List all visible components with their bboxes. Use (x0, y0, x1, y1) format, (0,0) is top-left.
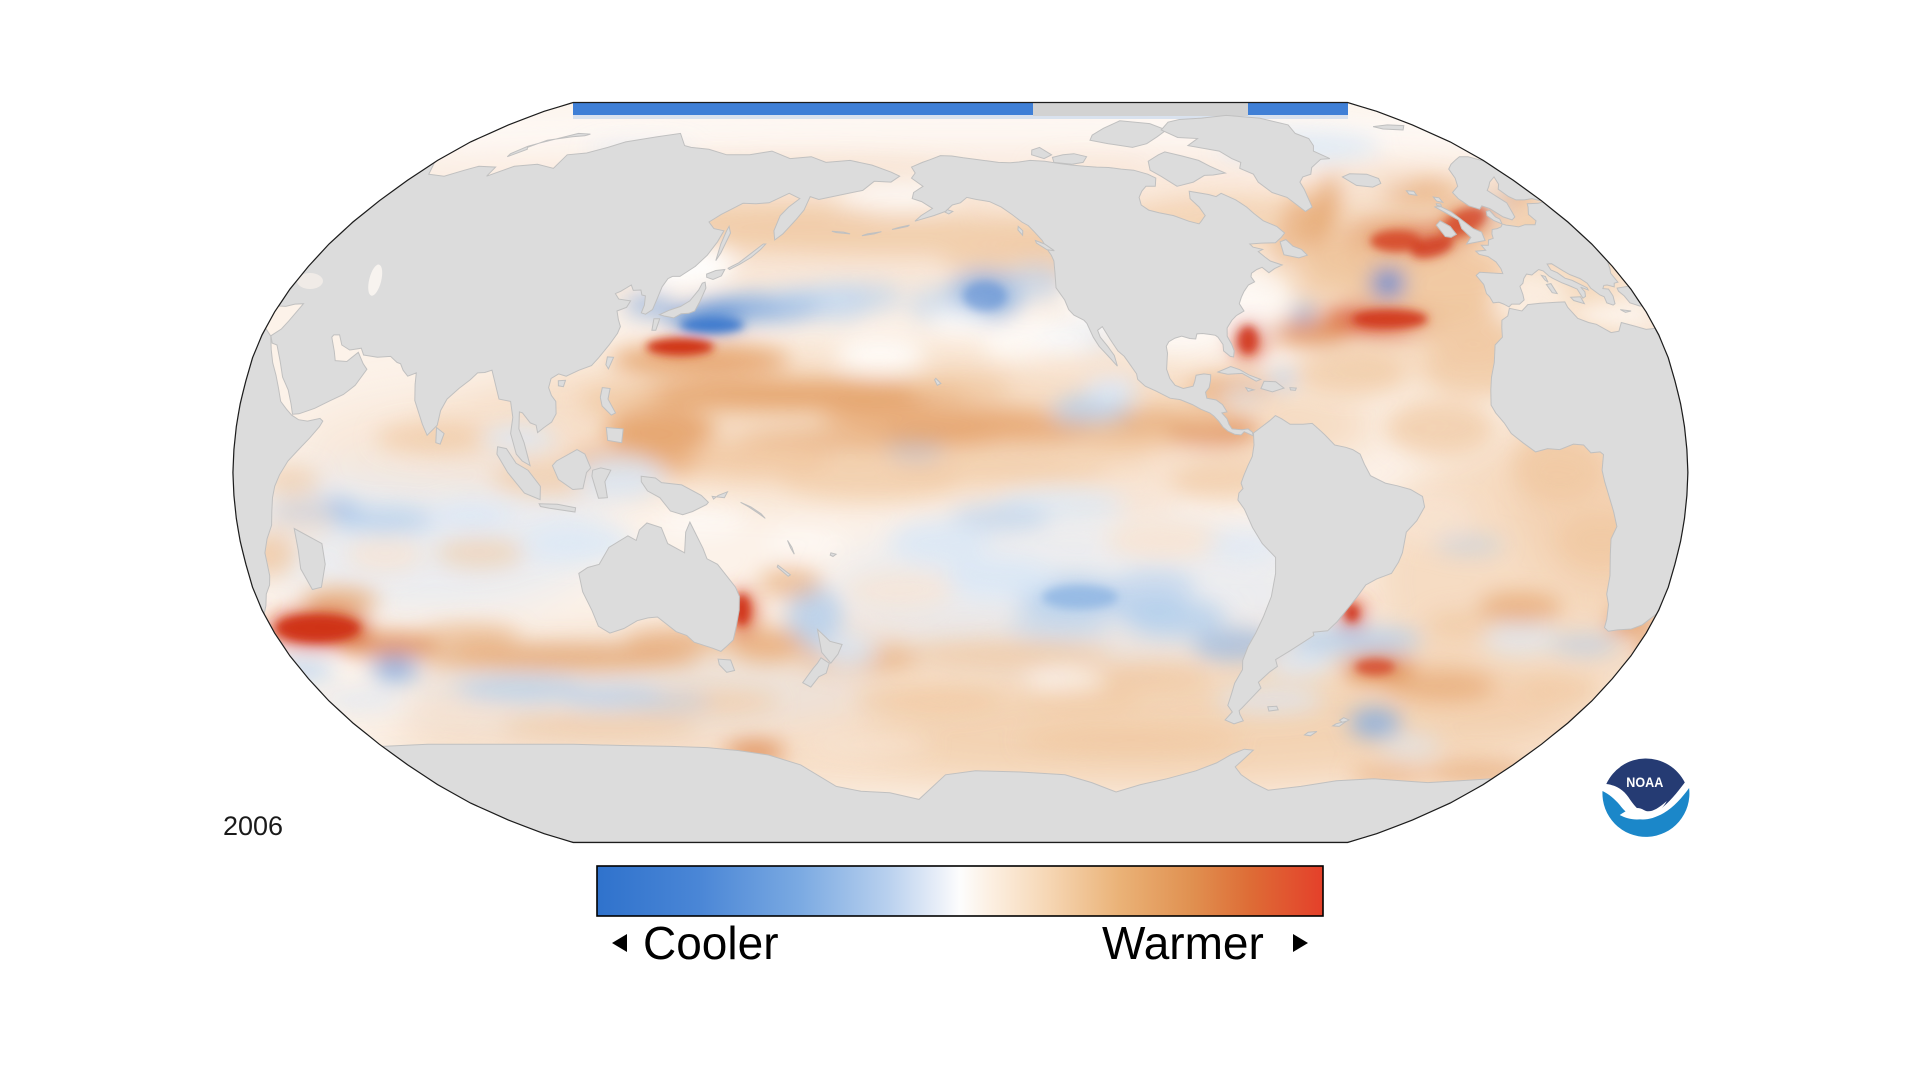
svg-text:2006: 2006 (223, 811, 283, 841)
svg-text:NOAA: NOAA (1626, 775, 1663, 790)
svg-text:Warmer: Warmer (1102, 917, 1264, 969)
svg-text:Cooler: Cooler (643, 917, 779, 969)
